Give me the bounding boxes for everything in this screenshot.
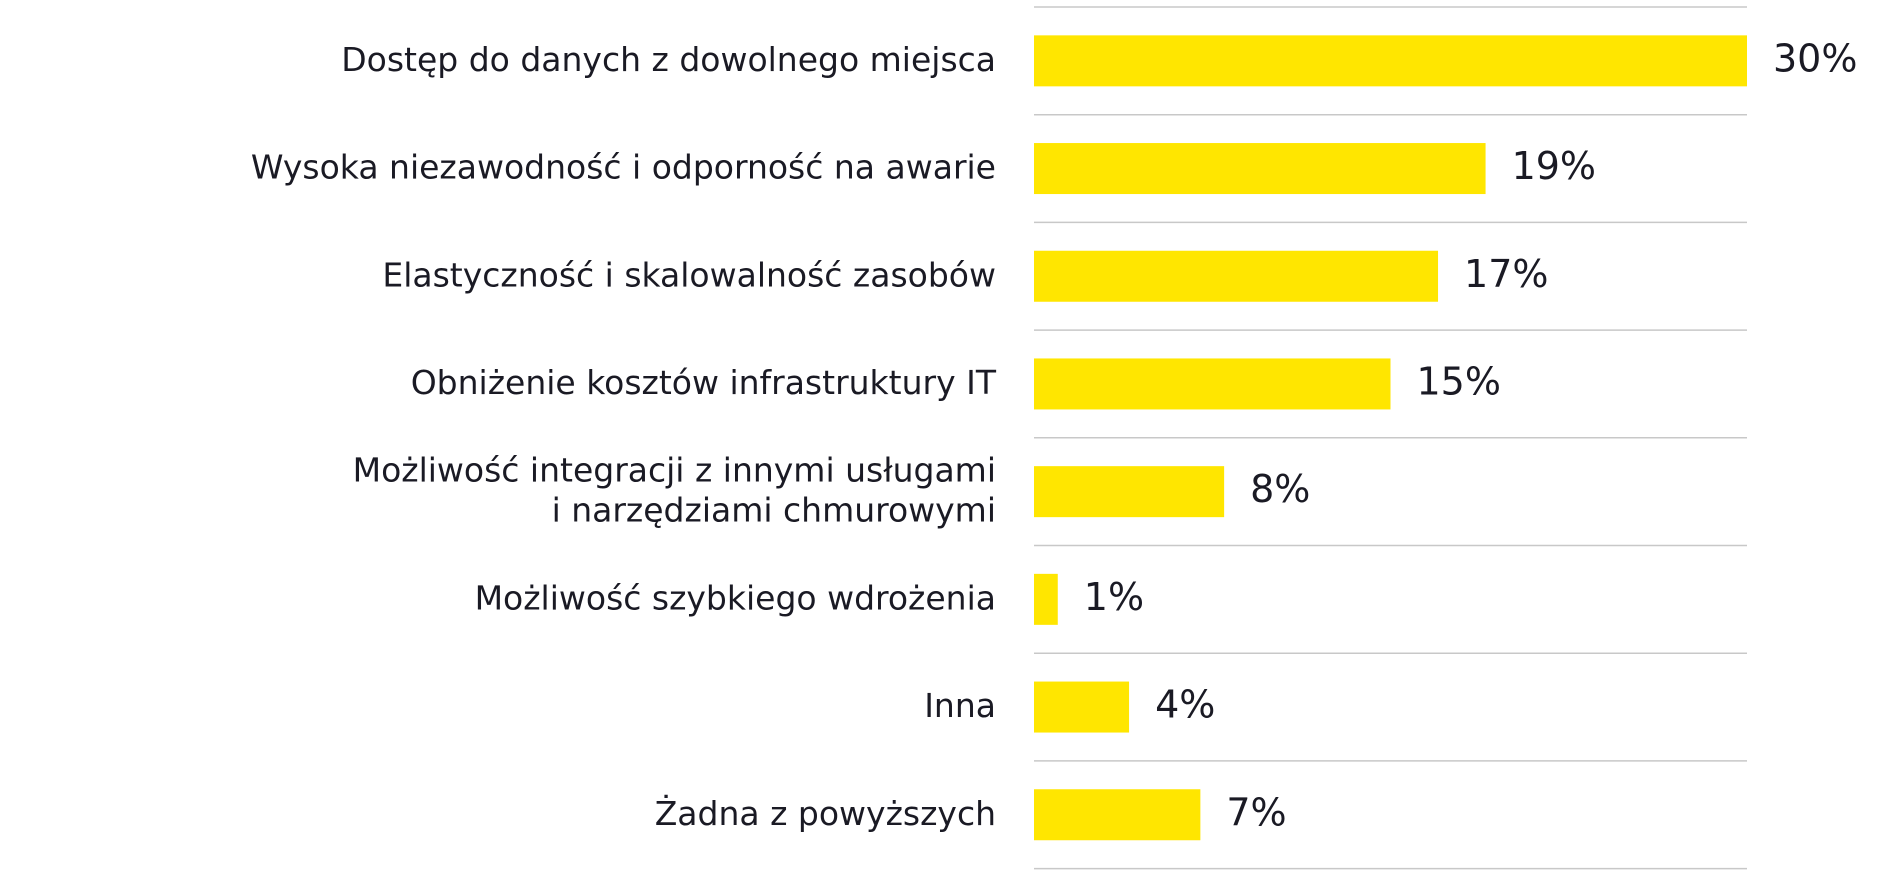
value-label: 1% bbox=[1084, 575, 1144, 619]
value-label: 19% bbox=[1512, 144, 1596, 188]
category-label: Elastyczność i skalowalność zasobów bbox=[382, 255, 996, 294]
category-label: Obniżenie kosztów infrastruktury IT bbox=[411, 362, 997, 401]
category-label: Wysoka niezawodność i odporność na awari… bbox=[251, 147, 996, 186]
bar bbox=[1034, 35, 1747, 87]
bar bbox=[1034, 573, 1058, 625]
value-label: 7% bbox=[1226, 790, 1286, 834]
category-label: Żadna z powyższych bbox=[655, 793, 996, 832]
value-label: 8% bbox=[1250, 467, 1310, 511]
value-label: 30% bbox=[1773, 36, 1857, 80]
category-label: Inna bbox=[924, 686, 996, 725]
bar bbox=[1034, 143, 1486, 195]
bar bbox=[1034, 681, 1130, 733]
value-label: 4% bbox=[1155, 683, 1215, 727]
bar bbox=[1034, 466, 1225, 518]
value-label: 17% bbox=[1464, 252, 1548, 296]
value-label: 15% bbox=[1417, 359, 1501, 403]
bar bbox=[1034, 250, 1439, 302]
category-label: Możliwość integracji z innymi usługami i … bbox=[353, 450, 996, 529]
category-label: Dostęp do danych z dowolnego miejsca bbox=[341, 39, 996, 78]
category-label: Możliwość szybkiego wdrożenia bbox=[475, 578, 996, 617]
bar bbox=[1034, 789, 1201, 841]
bar bbox=[1034, 358, 1391, 410]
